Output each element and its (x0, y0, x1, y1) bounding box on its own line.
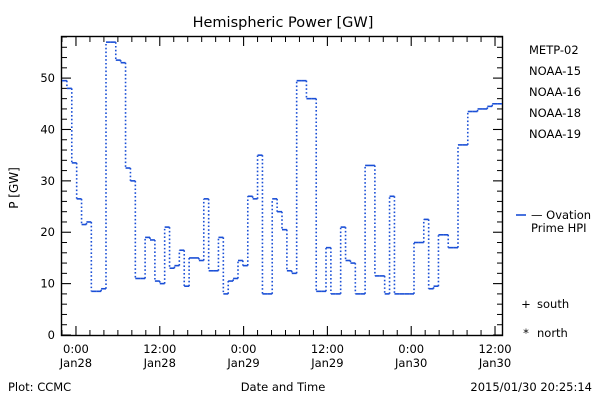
legend-satellites: METP-02 NOAA-15 NOAA-16 NOAA-18 NOAA-19 (529, 43, 581, 141)
x-tick-label-date: Jan29 (310, 356, 343, 370)
x-tick-label-time: 0:00 (231, 342, 257, 356)
y-tick-label: 50 (40, 71, 55, 85)
legend-model-label-line1: — Ovation (531, 208, 591, 222)
footer-timestamp: 2015/01/30 20:25:14 (470, 380, 592, 394)
x-tick-label-time: 0:00 (63, 342, 89, 356)
x-tick-label-time: 12:00 (311, 342, 344, 356)
y-axis-label: P [GW] (7, 167, 21, 209)
y-tick-label: 10 (40, 277, 55, 291)
data-series-group (62, 41, 502, 295)
x-tick-label-time: 12:00 (478, 342, 511, 356)
y-axis-ticks: 0 10 20 30 40 50 (40, 71, 502, 342)
legend-marker-symbol-north: * (523, 326, 529, 340)
y-tick-label: 20 (40, 225, 55, 239)
legend-item-noaa-18[interactable]: NOAA-18 (529, 106, 581, 120)
x-axis-ticks: 0:00Jan2812:00Jan280:00Jan2912:00Jan290:… (59, 37, 512, 370)
legend-marker-label-north: north (537, 326, 568, 340)
x-axis-label: Date and Time (241, 380, 326, 394)
y-tick-label: 30 (40, 174, 55, 188)
x-tick-label-date: Jan30 (478, 356, 511, 370)
legend-item-noaa-15[interactable]: NOAA-15 (529, 64, 581, 78)
footer-plot-credit: Plot: CCMC (8, 380, 71, 394)
x-tick-label-date: Jan28 (59, 356, 92, 370)
y-tick-label: 0 (48, 328, 55, 342)
legend-model-label-line2: Prime HPI (531, 221, 587, 235)
x-axis-minor-ticks (61, 37, 482, 335)
y-axis-minor-ticks (62, 36, 502, 326)
plot-frame (60, 35, 504, 337)
data-series (62, 41, 502, 295)
chart-title: Hemispheric Power [GW] (193, 15, 374, 31)
legend-marker-symbol-south: + (521, 297, 531, 311)
legend-markers: + south * north (521, 297, 569, 340)
legend-item-noaa-19[interactable]: NOAA-19 (529, 127, 581, 141)
x-tick-label-time: 12:00 (143, 342, 176, 356)
x-tick-label-time: 0:00 (398, 342, 424, 356)
legend-item-noaa-16[interactable]: NOAA-16 (529, 85, 581, 99)
y-tick-label: 40 (40, 122, 55, 136)
legend-item-metp-02[interactable]: METP-02 (529, 43, 579, 57)
legend-marker-label-south: south (537, 297, 569, 311)
x-tick-label-date: Jan29 (226, 356, 259, 370)
x-tick-label-date: Jan30 (394, 356, 427, 370)
x-tick-label-date: Jan28 (143, 356, 176, 370)
